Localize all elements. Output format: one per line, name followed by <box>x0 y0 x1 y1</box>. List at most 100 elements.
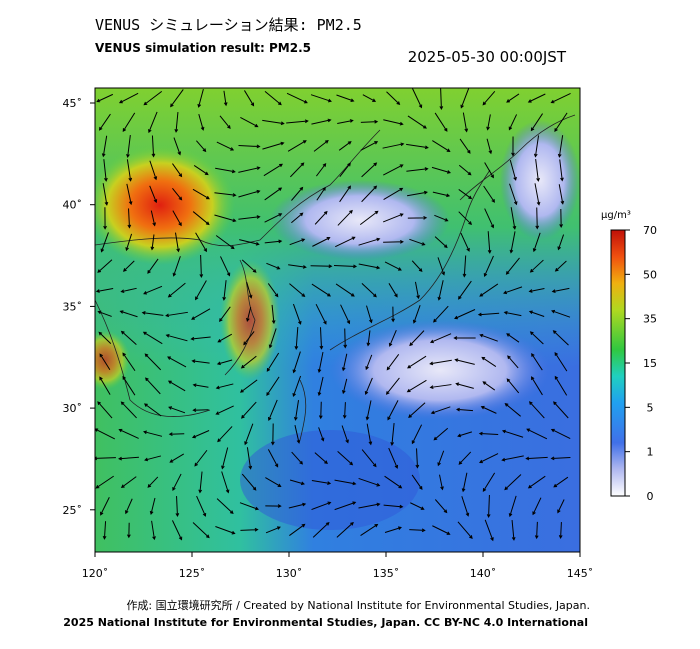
wind-arrow <box>239 379 258 393</box>
wind-arrow <box>263 163 284 177</box>
wind-arrow <box>334 479 357 486</box>
wind-arrow <box>190 336 211 341</box>
wind-arrow <box>407 190 428 197</box>
wind-arrow <box>286 92 308 104</box>
wind-arrow <box>240 116 259 128</box>
wind-arrow <box>99 376 111 395</box>
wind-arrow <box>482 381 496 391</box>
wind-arrow <box>457 431 473 438</box>
wind-arrow <box>174 232 180 253</box>
wind-arrow <box>358 477 381 487</box>
wind-arrow <box>384 261 402 271</box>
wind-arrow <box>264 187 283 201</box>
title-en: VENUS simulation result: PM2.5 <box>95 41 311 55</box>
wind-arrow <box>534 183 541 206</box>
wind-arrow <box>439 88 444 111</box>
wind-arrow <box>289 523 306 536</box>
wind-arrow <box>196 140 207 153</box>
wind-arrow <box>199 254 204 279</box>
wind-arrow <box>412 88 423 109</box>
wind-arrow <box>384 526 402 534</box>
wind-arrow <box>510 207 517 230</box>
wind-arrow <box>311 480 332 485</box>
wind-arrow <box>529 259 544 273</box>
wind-arrow <box>453 336 476 340</box>
wind-arrow <box>509 231 516 254</box>
wind-arrow <box>455 407 474 412</box>
wind-arrow <box>316 186 326 201</box>
wind-arrow <box>458 451 472 465</box>
wind-arrow <box>550 456 571 461</box>
wind-arrow <box>311 283 331 297</box>
wind-arrow <box>240 527 259 532</box>
wind-arrow <box>529 331 544 345</box>
wind-arrow <box>530 113 543 132</box>
wind-arrow <box>151 135 156 158</box>
wind-arrow <box>360 523 379 536</box>
wind-arrow <box>310 264 333 269</box>
wind-arrow <box>343 328 348 349</box>
lon-label: 145˚ <box>567 567 594 580</box>
wind-arrow <box>358 237 381 246</box>
wind-arrow <box>217 426 233 443</box>
wind-arrow <box>195 232 207 253</box>
wind-arrow <box>553 401 569 419</box>
wind-arrow <box>217 333 233 343</box>
wind-arrow <box>172 187 183 201</box>
lat-label: 40˚ <box>63 199 83 212</box>
wind-arrow <box>246 306 252 322</box>
wind-arrow <box>360 141 379 151</box>
wind-arrow <box>268 328 277 349</box>
wind-arrow <box>314 452 328 465</box>
wind-arrow <box>532 232 541 253</box>
wind-arrow <box>458 211 473 226</box>
wind-arrow <box>215 383 234 390</box>
wind-arrow <box>238 189 261 198</box>
wind-arrow <box>292 375 302 397</box>
wind-arrow <box>288 264 307 269</box>
wind-arrow <box>100 232 109 253</box>
wind-arrow <box>150 210 156 227</box>
wind-arrow <box>192 522 210 539</box>
wind-arrow <box>216 498 234 515</box>
wind-arrow <box>414 281 420 300</box>
wind-arrow <box>314 210 328 225</box>
wind-arrow <box>197 88 204 108</box>
wind-arrow <box>165 333 188 342</box>
wind-arrow <box>479 283 499 297</box>
wind-arrow <box>192 383 209 388</box>
wind-arrow <box>170 89 184 108</box>
colorbar <box>610 229 626 497</box>
wind-arrow <box>267 399 278 422</box>
wind-arrow <box>171 520 183 541</box>
wind-arrow <box>175 496 180 517</box>
wind-arrow <box>100 497 110 516</box>
wind-arrow <box>97 259 113 273</box>
map <box>95 88 580 552</box>
wind-arrow <box>194 449 208 467</box>
wind-arrow <box>318 401 323 420</box>
wind-arrow <box>386 91 401 106</box>
wind-arrow <box>559 209 564 229</box>
wind-arrow <box>239 239 260 246</box>
wind-arrow <box>216 141 235 151</box>
wind-arrow <box>557 135 564 158</box>
wind-arrow <box>310 94 332 103</box>
wind-arrow <box>430 406 451 415</box>
wind-arrow <box>508 495 517 518</box>
wind-arrow <box>266 376 280 397</box>
wind-arrow <box>486 138 493 155</box>
wind-arrow <box>317 351 324 373</box>
wind-arrow <box>432 140 451 152</box>
wind-arrow <box>383 164 404 176</box>
wind-arrow <box>511 520 516 541</box>
wind-arrow <box>312 237 331 247</box>
wind-arrow <box>482 91 496 106</box>
wind-arrow <box>118 456 139 461</box>
wind-arrow <box>434 214 449 222</box>
wind-arrow <box>550 428 571 439</box>
wind-arrow <box>406 379 427 393</box>
wind-arrow <box>126 135 131 158</box>
wind-arrow <box>317 376 324 397</box>
wind-arrow <box>366 330 371 347</box>
